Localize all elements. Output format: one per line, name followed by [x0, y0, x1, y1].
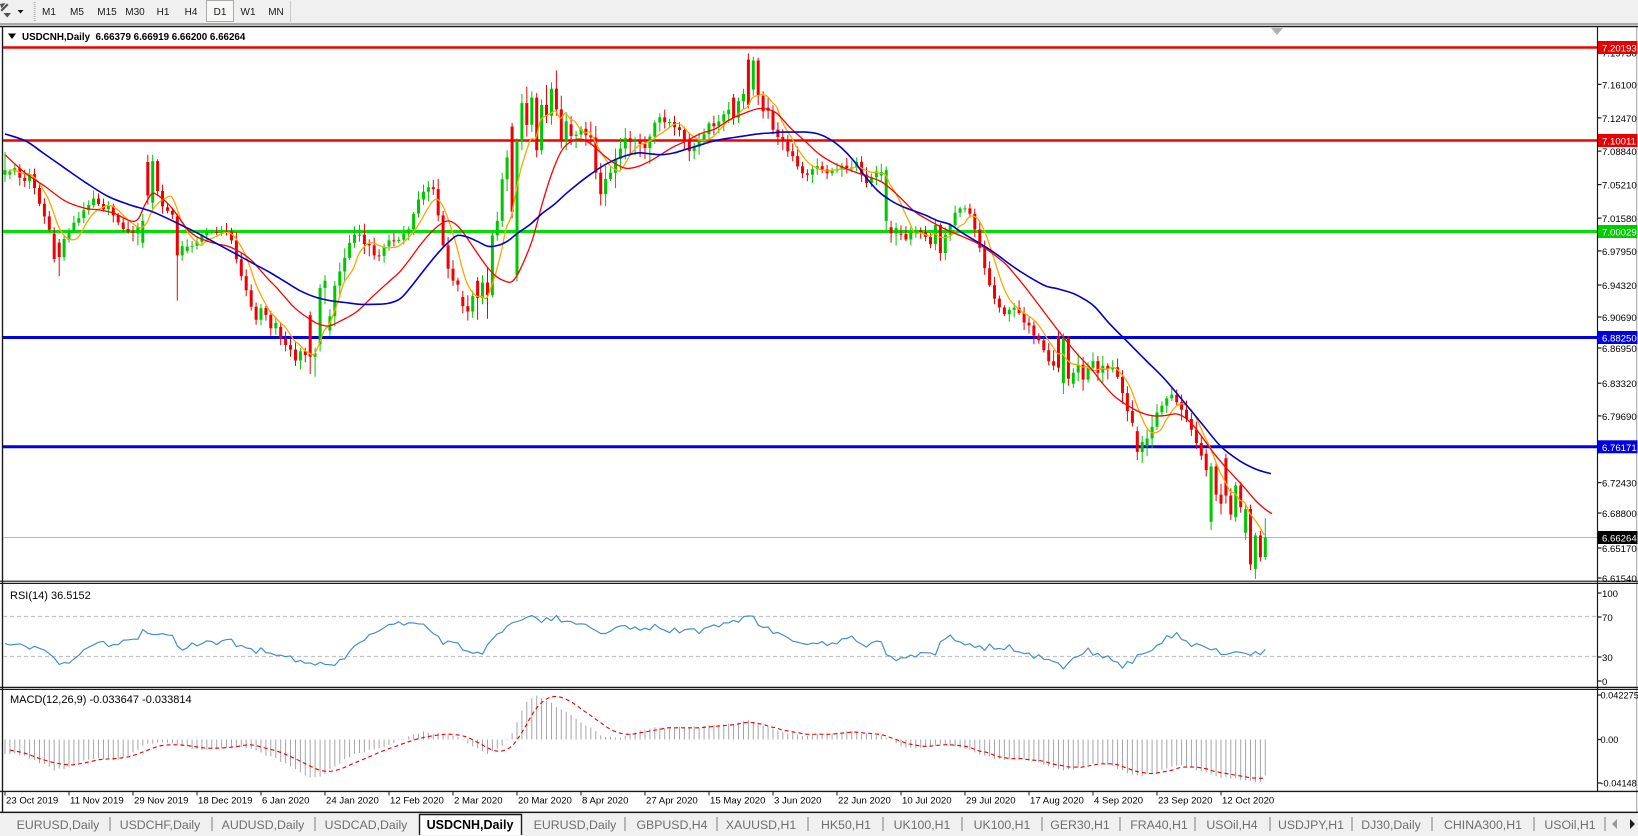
svg-text:M1: M1: [42, 7, 56, 18]
svg-text:4 Sep 2020: 4 Sep 2020: [1094, 796, 1143, 807]
svg-text:D1: D1: [214, 7, 227, 18]
svg-text:6.79690: 6.79690: [1602, 412, 1637, 423]
svg-text:H4: H4: [185, 7, 198, 18]
svg-text:12 Feb 2020: 12 Feb 2020: [390, 796, 444, 807]
svg-text:0.00: 0.00: [1601, 735, 1619, 745]
svg-text:7.12470: 7.12470: [1602, 114, 1637, 125]
svg-text:M5: M5: [70, 7, 84, 18]
svg-text:7.00029: 7.00029: [1602, 228, 1637, 239]
svg-text:70: 70: [1602, 613, 1613, 624]
svg-text:7.20193: 7.20193: [1602, 44, 1637, 55]
svg-text:0: 0: [1602, 677, 1607, 688]
svg-text:DJ30,Daily: DJ30,Daily: [1361, 818, 1421, 832]
svg-text:18 Dec 2019: 18 Dec 2019: [198, 796, 252, 807]
svg-text:17 Aug 2020: 17 Aug 2020: [1030, 796, 1084, 807]
svg-text:6.72430: 6.72430: [1602, 479, 1637, 490]
svg-text:24 Jan 2020: 24 Jan 2020: [326, 796, 379, 807]
svg-text:USDCHF,Daily: USDCHF,Daily: [120, 818, 201, 832]
svg-text:6.86950: 6.86950: [1602, 344, 1637, 355]
svg-text:USOil,H1: USOil,H1: [1544, 818, 1595, 832]
svg-text:6.97950: 6.97950: [1602, 247, 1637, 258]
svg-text:7.05210: 7.05210: [1602, 181, 1637, 192]
svg-text:FRA40,H1: FRA40,H1: [1130, 818, 1188, 832]
svg-text:UK100,H1: UK100,H1: [974, 818, 1031, 832]
svg-text:29 Nov 2019: 29 Nov 2019: [134, 796, 188, 807]
svg-text:6.88250: 6.88250: [1602, 334, 1637, 345]
svg-text:GER30,H1: GER30,H1: [1050, 818, 1110, 832]
svg-text:7.16100: 7.16100: [1602, 80, 1637, 91]
svg-text:HK50,H1: HK50,H1: [821, 818, 871, 832]
svg-text:6 Jan 2020: 6 Jan 2020: [262, 796, 309, 807]
svg-text:29 Jul 2020: 29 Jul 2020: [966, 796, 1016, 807]
svg-text:USOil,H4: USOil,H4: [1206, 818, 1257, 832]
svg-text:GBPUSD,H4: GBPUSD,H4: [636, 818, 707, 832]
svg-text:100: 100: [1602, 589, 1618, 600]
svg-text:7.01580: 7.01580: [1602, 214, 1637, 225]
svg-text:CHINA300,H1: CHINA300,H1: [1444, 818, 1522, 832]
svg-text:12 Oct 2020: 12 Oct 2020: [1222, 796, 1274, 807]
svg-text:MACD(12,26,9) -0.033647 -0.033: MACD(12,26,9) -0.033647 -0.033814: [10, 694, 192, 706]
svg-text:AUDUSD,Daily: AUDUSD,Daily: [222, 818, 306, 832]
svg-text:MN: MN: [268, 7, 284, 18]
svg-text:30: 30: [1602, 653, 1613, 664]
svg-text:6.66264: 6.66264: [1602, 534, 1637, 545]
svg-text:EURUSD,Daily: EURUSD,Daily: [17, 818, 101, 832]
svg-text:6.65170: 6.65170: [1602, 544, 1637, 555]
svg-text:M30: M30: [125, 7, 145, 18]
svg-text:7.08840: 7.08840: [1602, 147, 1637, 158]
svg-text:H1: H1: [157, 7, 170, 18]
svg-text:20 Mar 2020: 20 Mar 2020: [518, 796, 572, 807]
svg-text:-0.04148: -0.04148: [1601, 779, 1637, 789]
svg-text:3 Jun 2020: 3 Jun 2020: [774, 796, 821, 807]
svg-text:8 Apr 2020: 8 Apr 2020: [582, 796, 628, 807]
svg-text:27 Apr 2020: 27 Apr 2020: [646, 796, 698, 807]
svg-text:EURUSD,Daily: EURUSD,Daily: [534, 818, 618, 832]
svg-text:USDCNH,Daily 6.66379 6.66919: USDCNH,Daily 6.66379 6.66919 6.66200 6.6…: [22, 32, 246, 43]
svg-text:22 Jun 2020: 22 Jun 2020: [838, 796, 891, 807]
svg-text:RSI(14) 36.5152: RSI(14) 36.5152: [10, 590, 91, 602]
svg-text:23 Oct 2019: 23 Oct 2019: [6, 796, 58, 807]
svg-text:6.90690: 6.90690: [1602, 313, 1637, 324]
svg-text:6.76171: 6.76171: [1602, 443, 1637, 454]
svg-text:USDJPY,H1: USDJPY,H1: [1278, 818, 1344, 832]
svg-text:10 Jul 2020: 10 Jul 2020: [902, 796, 952, 807]
svg-text:2 Mar 2020: 2 Mar 2020: [454, 796, 503, 807]
svg-text:23 Sep 2020: 23 Sep 2020: [1158, 796, 1212, 807]
svg-text:UK100,H1: UK100,H1: [894, 818, 951, 832]
svg-text:15 May 2020: 15 May 2020: [710, 796, 765, 807]
svg-text:11 Nov 2019: 11 Nov 2019: [70, 796, 124, 807]
svg-text:W1: W1: [241, 7, 256, 18]
svg-text:6.94320: 6.94320: [1602, 281, 1637, 292]
svg-text:6.68800: 6.68800: [1602, 509, 1637, 520]
svg-text:7.10011: 7.10011: [1602, 137, 1636, 148]
svg-text:USDCNH,Daily: USDCNH,Daily: [427, 818, 514, 832]
svg-text:USDCAD,Daily: USDCAD,Daily: [325, 818, 409, 832]
svg-text:0.042275: 0.042275: [1601, 691, 1638, 701]
svg-text:M15: M15: [97, 7, 117, 18]
svg-text:XAUUSD,H1: XAUUSD,H1: [726, 818, 797, 832]
svg-text:6.61540: 6.61540: [1602, 574, 1637, 585]
svg-text:6.83320: 6.83320: [1602, 379, 1637, 390]
